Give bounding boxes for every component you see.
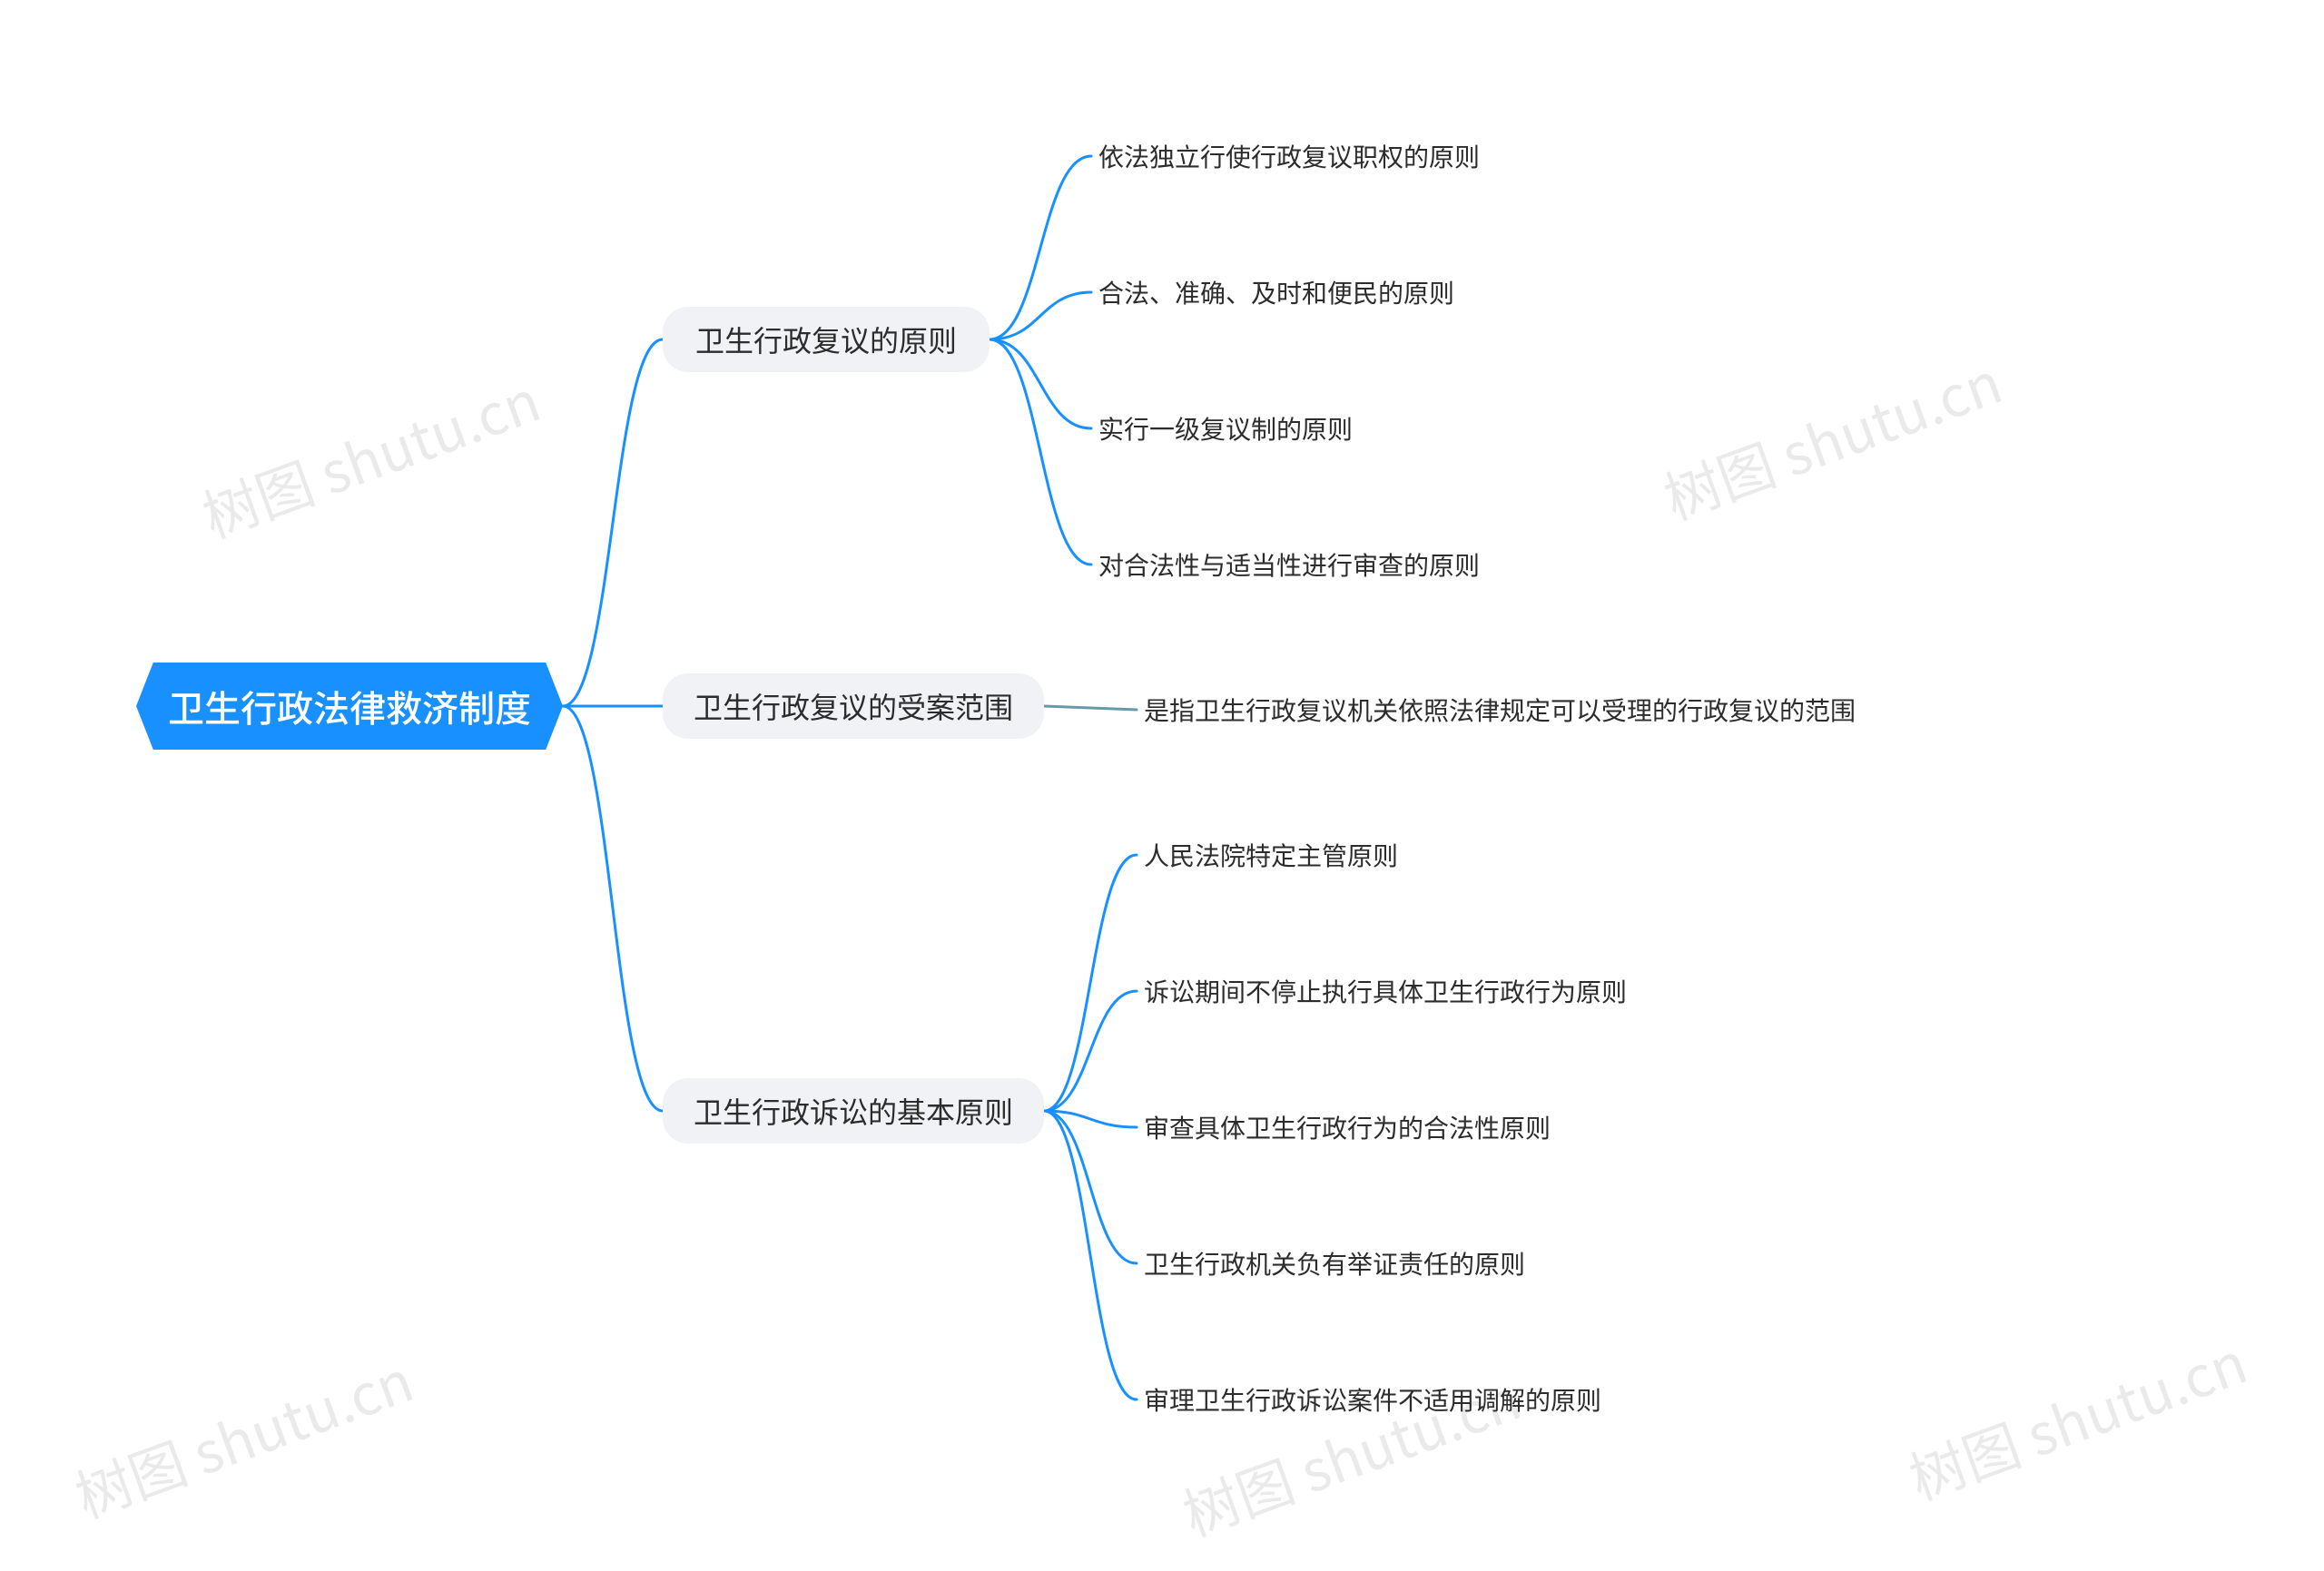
branch-label: 卫生行政复议的受案范围 (694, 685, 1013, 727)
leaf-label: 卫生行政机关负有举证责任的原则 (1144, 1245, 1525, 1281)
leaf-node-l12[interactable]: 合法、准确、及时和便民的原则 (1098, 272, 1454, 312)
leaf-label: 审查具体卫生行政行为的合法性原则 (1144, 1109, 1551, 1145)
watermark: 树图 shutu.cn (1896, 1318, 2256, 1516)
leaf-node-l34[interactable]: 卫生行政机关负有举证责任的原则 (1144, 1243, 1525, 1283)
leaf-label: 是指卫生行政复议机关依照法律规定可以受理的行政复议的范围 (1144, 692, 1856, 728)
root-label: 卫生行政法律救济制度 (168, 680, 531, 732)
leaf-node-l31[interactable]: 人民法院特定主管原则 (1144, 835, 1398, 875)
watermark: 树图 shutu.cn (1651, 338, 2011, 535)
watermark: 树图 shutu.cn (190, 356, 549, 554)
branch-label: 卫生行政复议的原则 (695, 319, 957, 360)
branch-node-b2[interactable]: 卫生行政复议的受案范围 (663, 673, 1044, 739)
root-node[interactable]: 卫生行政法律救济制度 (136, 663, 563, 750)
leaf-node-l32[interactable]: 诉讼期间不停止执行具体卫生行政行为原则 (1144, 971, 1627, 1011)
leaf-node-l13[interactable]: 实行一级复议制的原则 (1098, 408, 1353, 448)
leaf-node-l35[interactable]: 审理卫生行政诉讼案件不适用调解的原则 (1144, 1380, 1601, 1419)
leaf-node-l21[interactable]: 是指卫生行政复议机关依照法律规定可以受理的行政复议的范围 (1144, 690, 1856, 730)
watermark: 树图 shutu.cn (63, 1336, 422, 1534)
branch-label: 卫生行政诉讼的基本原则 (694, 1090, 1013, 1132)
leaf-label: 对合法性与适当性进行审查的原则 (1098, 546, 1480, 583)
mindmap-canvas: 卫生行政法律救济制度 卫生行政复议的原则 依法独立行使行政复议职权的原则合法、准确、… (0, 0, 2324, 1571)
leaf-label: 实行一级复议制的原则 (1098, 410, 1353, 447)
leaf-label: 审理卫生行政诉讼案件不适用调解的原则 (1144, 1381, 1601, 1418)
leaf-node-l33[interactable]: 审查具体卫生行政行为的合法性原则 (1144, 1107, 1551, 1147)
branch-node-b3[interactable]: 卫生行政诉讼的基本原则 (663, 1078, 1044, 1144)
leaf-label: 诉讼期间不停止执行具体卫生行政行为原则 (1144, 973, 1627, 1009)
leaf-label: 人民法院特定主管原则 (1144, 837, 1398, 873)
leaf-node-l14[interactable]: 对合法性与适当性进行审查的原则 (1098, 545, 1480, 584)
leaf-node-l11[interactable]: 依法独立行使行政复议职权的原则 (1098, 136, 1480, 176)
leaf-label: 依法独立行使行政复议职权的原则 (1098, 138, 1480, 174)
leaf-label: 合法、准确、及时和便民的原则 (1098, 274, 1454, 310)
branch-node-b1[interactable]: 卫生行政复议的原则 (663, 307, 990, 372)
